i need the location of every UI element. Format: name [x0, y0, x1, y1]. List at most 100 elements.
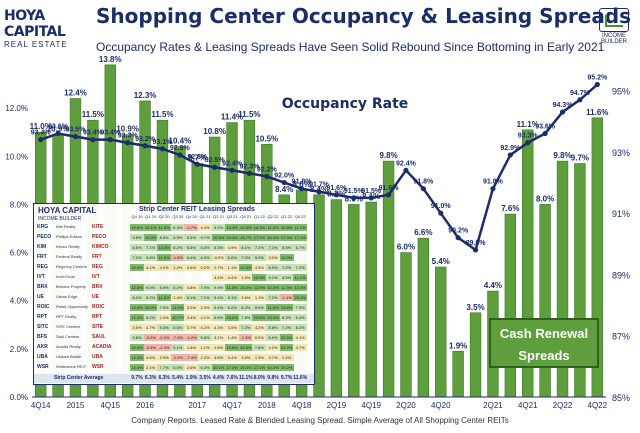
bar-data-label: 6.0% [397, 243, 415, 252]
table-cell: 11.9% [157, 224, 172, 231]
table-cell: 7.0% [279, 264, 294, 271]
table-cell: 10.0% [225, 314, 240, 321]
bar [400, 252, 412, 398]
occupancy-point [438, 210, 444, 216]
table-cell: 5.0% [252, 254, 267, 261]
table-row: REG Regency Centers REG 10.0% 4.1% 4.0% 1.2% 0.… [34, 264, 314, 273]
table-row: BRX Brixmor Property BRX 12.6% 9.0% 5.9% 6.2% 4… [34, 284, 314, 293]
table-cell: 7.1% [143, 244, 158, 251]
occupancy-data-label: 94.7% [570, 90, 591, 97]
table-cell: 5.4% [211, 304, 226, 311]
table-cell: 2.0% [157, 314, 172, 321]
table-cell: 11.5% [225, 284, 240, 291]
table-cell [157, 274, 171, 281]
table-cell: 1.2% [170, 264, 185, 271]
bar-data-label: 10.9% [47, 125, 70, 134]
occupancy-point [385, 192, 392, 198]
table-cell: 5.3% [211, 244, 226, 251]
row-ticker: KIM [37, 244, 47, 250]
table-cell: 10.0% [279, 254, 294, 261]
occupancy-point [507, 152, 513, 158]
table-cell: 7.2% [238, 324, 253, 331]
occupancy-point [229, 167, 235, 173]
bar-data-label: 7.6% [501, 204, 519, 213]
table-cell: 6.0% [170, 364, 185, 371]
occupancy-data-label: 92.2% [257, 166, 278, 173]
table-cell: 3.0% [225, 324, 240, 331]
row-company-name: Regency Centers [56, 264, 87, 269]
table-cell: -0.2% [143, 334, 158, 341]
occupancy-point [281, 179, 287, 186]
table-cell: 5.8% [143, 254, 158, 261]
bar-data-label: 9.8% [553, 151, 571, 160]
bar [417, 237, 430, 398]
table-cell: 21.2% [279, 344, 294, 351]
table-cell: 17.1% [293, 234, 308, 241]
table-row: WSR Whitestone REIT WSR 14.4% 2.1% 7.7% 6.0% 2.… [34, 364, 314, 373]
table-cell: 4.4% [198, 224, 212, 231]
table-cell: 8.2% [170, 244, 185, 251]
table-cell: 19.6% [130, 224, 144, 231]
occupancy-point [351, 195, 357, 201]
occupancy-point [142, 143, 148, 149]
table-cell: 6.0% [225, 254, 240, 261]
table-cell: 7.2% [252, 244, 267, 251]
row-company-name: SITE Centers [56, 324, 81, 329]
average-cell: 6.3% [144, 375, 157, 381]
table-average-row: Strip Center Average 9.7% 6.3% 6.3% 5.4% 1.9%… [34, 374, 314, 383]
left-axis-tick-label: 4.0% [10, 297, 28, 306]
table-cell: 9.8% [130, 334, 144, 341]
table-cell: -4.2% [184, 334, 199, 341]
row-company-name: Brixmor Property [56, 284, 87, 289]
table-cell: 10.4% [211, 234, 226, 241]
table-cell: 4.3% [211, 324, 226, 331]
table-header-cell: Q1 22 [253, 214, 265, 219]
occupancy-data-label: 93.1% [153, 139, 174, 146]
table-cell [293, 254, 307, 261]
table-cell: 3.1% [211, 334, 226, 341]
table-cell: 5.1% [170, 344, 185, 351]
table-header-cell: Q2 21 [213, 214, 225, 219]
table-cell: 5.4% [293, 314, 308, 321]
table-cell: 13.0% [130, 304, 144, 311]
table-cell: 22.8% [279, 334, 294, 341]
table-cell: 1.1% [198, 344, 212, 351]
table-cell: 6.3% [170, 224, 185, 231]
chart-title: Shopping Center Occupancy & Leasing Spre… [96, 4, 632, 28]
table-cell: 1.8% [184, 344, 199, 351]
table-cell: 9.2% [266, 274, 280, 281]
table-cell: 8.2% [238, 304, 253, 311]
table-cell: 12.3% [130, 314, 144, 321]
table-header-cell: Q2 22 [267, 214, 279, 219]
row-company-logo: UE [92, 294, 99, 300]
cash-label-line2: Spreads [518, 348, 570, 363]
table-row: PECO Phillips Edison PECO 9.6% 10.9% 8.5% 5.9%… [34, 234, 314, 243]
occupancy-point [490, 186, 496, 192]
table-cell [130, 274, 144, 281]
bar [313, 194, 325, 398]
table-cell: 3.7% [184, 324, 199, 331]
table-cell: 17.1% [252, 234, 267, 241]
occupancy-data-label: 93.4% [83, 130, 104, 137]
occupancy-point [72, 133, 79, 140]
row-company-name: Urban Edge [56, 294, 78, 299]
bar-data-label: 11.6% [586, 108, 608, 117]
footnote: Company Reports. Leased Rate & Blended L… [131, 416, 509, 425]
table-row: UE Urban Edge UE 6.0% 9.2% 11.8% 1.4% 6.1% 7.1% 9… [34, 294, 314, 303]
table-cell: 4.0% [157, 264, 172, 271]
table-cell: 1.4% [170, 294, 185, 301]
table-header-cell: Q4 20 [185, 214, 197, 219]
table-cell: 14.4% [130, 364, 144, 371]
table-header-cell: Q3 20 [172, 214, 184, 219]
x-tick-label: 4Q21 [518, 401, 538, 410]
table-cell: 2.7% [211, 264, 226, 271]
table-cell: 11.2% [266, 224, 280, 231]
row-company-logo: RPT [92, 314, 102, 320]
table-cell: 9.2% [211, 224, 226, 231]
row-company-logo: PECO [92, 234, 107, 240]
table-cell: 7.8% [252, 344, 267, 351]
table-cell: 5.8% [266, 324, 280, 331]
table-header-cell: Q4 22 [294, 214, 306, 219]
table-header-cell: Q4 19 [131, 214, 143, 219]
row-company-logo: IVT [92, 274, 100, 280]
